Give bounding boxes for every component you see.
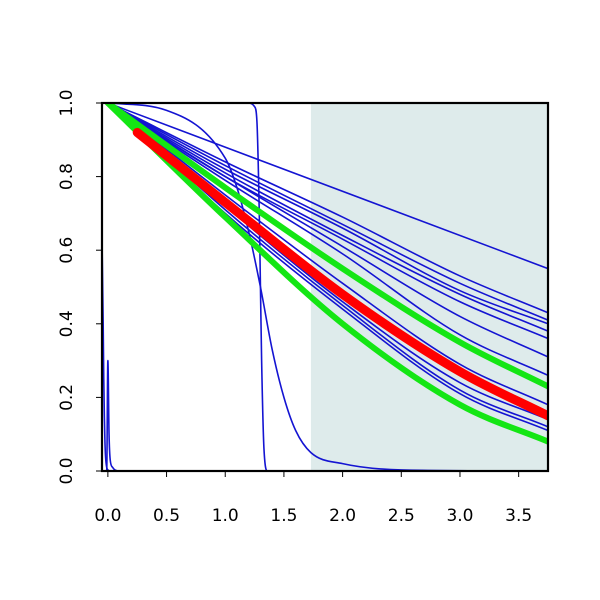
- x-tick-label: 1.5: [270, 506, 297, 526]
- y-tick-label: 0.6: [57, 237, 77, 264]
- x-tick-label: 2.5: [388, 506, 415, 526]
- series-line-blue-16: [102, 238, 548, 471]
- series-line-green-19: [104, 103, 548, 445]
- x-tick-label: 3.5: [505, 506, 532, 526]
- x-tick-label: 0.5: [153, 506, 180, 526]
- y-tick-label: 0.0: [57, 457, 77, 484]
- series-line-blue-8: [107, 103, 548, 406]
- series-line-blue-3: [107, 103, 548, 325]
- series-line-blue-4: [107, 103, 548, 332]
- series-line-blue-1: [107, 103, 548, 314]
- y-tick-label: 0.2: [57, 384, 77, 411]
- y-tick-label: 0.4: [57, 310, 77, 337]
- y-tick-label: 1.0: [57, 89, 77, 116]
- series-line-blue-6: [107, 103, 548, 358]
- x-tick-label: 1.0: [212, 506, 239, 526]
- plot-frame: [100, 101, 550, 473]
- x-tick-label: 2.0: [329, 506, 356, 526]
- series-layer: [102, 103, 548, 471]
- series-line-blue-2: [107, 103, 548, 321]
- axes-frame: [100, 101, 550, 473]
- series-line-red-20: [132, 127, 548, 421]
- y-tick-label: 0.8: [57, 163, 77, 190]
- y-axis: 0.0 0.2 0.4 0.6 0.8 1.0: [57, 89, 102, 485]
- series-line-blue-14: [107, 103, 548, 471]
- x-axis: 0.0 0.5 1.0 1.5 2.0 2.5 3.0 3.5: [94, 471, 532, 526]
- series-line-green-18: [104, 103, 548, 390]
- series-line-blue-7: [107, 103, 548, 377]
- x-tick-label: 3.0: [446, 506, 473, 526]
- x-tick-label: 0.0: [94, 506, 121, 526]
- series-line-blue-0: [107, 103, 548, 270]
- series-line-blue-17: [102, 359, 548, 471]
